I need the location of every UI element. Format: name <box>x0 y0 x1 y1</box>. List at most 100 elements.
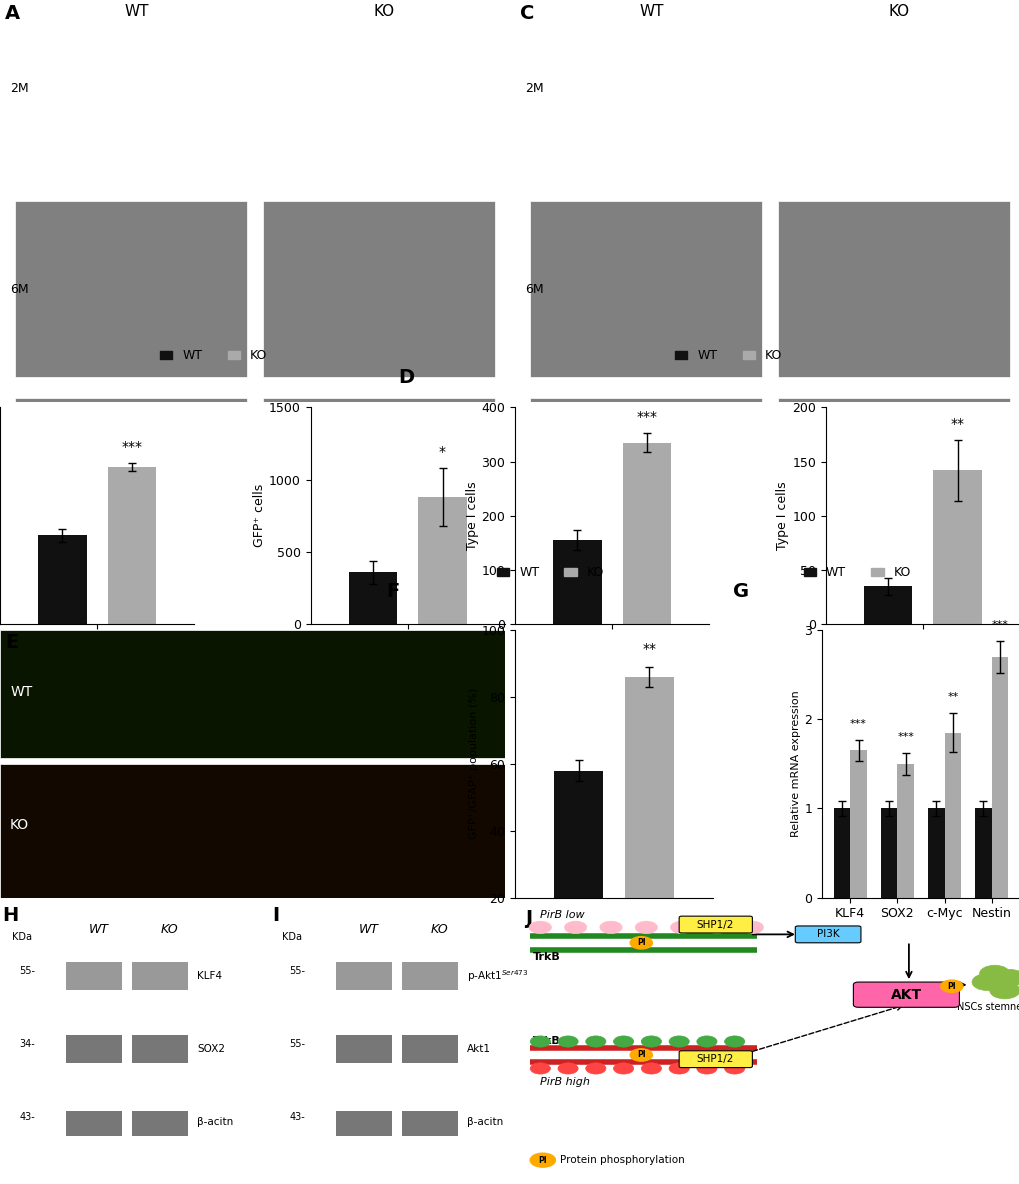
Circle shape <box>557 1063 578 1074</box>
Circle shape <box>585 1036 605 1047</box>
Text: SOX2: SOX2 <box>197 1044 225 1055</box>
Bar <box>38 535 87 624</box>
Text: 6M: 6M <box>525 283 543 296</box>
Text: **: ** <box>947 693 958 702</box>
Circle shape <box>630 1049 652 1061</box>
Circle shape <box>564 921 586 933</box>
Legend: WT, KO: WT, KO <box>155 345 272 367</box>
Text: **: ** <box>642 642 656 656</box>
Bar <box>850 751 866 897</box>
Bar <box>401 1111 458 1137</box>
Legend: WT, KO: WT, KO <box>491 561 608 584</box>
Text: WT: WT <box>124 4 149 19</box>
Bar <box>65 963 122 991</box>
Text: G: G <box>733 581 748 600</box>
Circle shape <box>668 1036 689 1047</box>
Text: p-Akt1$^{Ser473}$: p-Akt1$^{Ser473}$ <box>467 969 529 984</box>
Circle shape <box>994 970 1019 986</box>
Text: 55-: 55- <box>289 1038 305 1049</box>
Legend: WT, KO: WT, KO <box>798 561 915 584</box>
Text: TrkB: TrkB <box>532 952 559 961</box>
Circle shape <box>971 973 1002 991</box>
Text: D: D <box>398 368 415 387</box>
Circle shape <box>741 921 763 933</box>
Bar <box>553 771 603 965</box>
Text: WT: WT <box>89 924 109 937</box>
Bar <box>107 466 156 624</box>
Y-axis label: Type I cells: Type I cells <box>466 482 478 551</box>
Text: WT: WT <box>10 684 33 699</box>
Text: ***: *** <box>990 620 1008 630</box>
Text: I: I <box>272 906 279 926</box>
Text: ***: *** <box>636 410 656 424</box>
Circle shape <box>612 1036 633 1047</box>
Circle shape <box>668 1063 689 1074</box>
Text: 43-: 43- <box>289 1112 305 1121</box>
Bar <box>65 1111 122 1137</box>
Text: KLF4: KLF4 <box>197 971 222 982</box>
Text: KDa: KDa <box>281 932 302 941</box>
Bar <box>335 1111 392 1137</box>
Text: WT: WT <box>359 924 378 937</box>
Text: **: ** <box>950 417 964 431</box>
Circle shape <box>978 965 1009 982</box>
Circle shape <box>723 1063 744 1074</box>
Text: 2M: 2M <box>10 82 29 95</box>
Circle shape <box>599 921 622 933</box>
Text: J: J <box>525 909 532 928</box>
FancyBboxPatch shape <box>795 926 860 942</box>
Text: SHP1/2: SHP1/2 <box>696 1054 734 1064</box>
Text: β-acitn: β-acitn <box>467 1118 503 1127</box>
FancyBboxPatch shape <box>679 916 752 933</box>
Bar <box>880 809 897 897</box>
Text: KO: KO <box>10 818 30 832</box>
Text: AKT: AKT <box>890 987 921 1002</box>
Text: ***: *** <box>121 440 142 453</box>
Bar <box>131 1035 187 1063</box>
Text: ***: *** <box>897 733 913 742</box>
Bar <box>15 398 248 574</box>
Circle shape <box>696 1063 716 1074</box>
Text: PirB low: PirB low <box>540 909 584 920</box>
Circle shape <box>988 982 1019 999</box>
Bar <box>863 586 912 624</box>
Text: KO: KO <box>373 4 394 19</box>
Bar <box>131 1111 187 1137</box>
Text: SHP1/2: SHP1/2 <box>696 920 734 929</box>
Bar <box>65 1035 122 1063</box>
Text: 2M: 2M <box>525 82 543 95</box>
Circle shape <box>641 1036 661 1047</box>
Bar <box>944 733 960 897</box>
Y-axis label: Relative mRNA expression: Relative mRNA expression <box>791 690 801 837</box>
Text: PI: PI <box>636 1050 645 1060</box>
Circle shape <box>630 937 652 948</box>
Bar <box>776 201 1009 378</box>
Text: 55-: 55- <box>289 966 305 976</box>
Text: Protein phosphorylation: Protein phosphorylation <box>560 1156 685 1165</box>
Bar <box>974 809 990 897</box>
Bar <box>0 630 504 759</box>
FancyBboxPatch shape <box>853 982 959 1008</box>
Bar <box>990 657 1007 897</box>
Text: ***: *** <box>849 719 866 729</box>
Text: PI: PI <box>947 982 955 991</box>
Bar <box>418 497 467 624</box>
Text: *: * <box>438 445 445 459</box>
Bar <box>131 963 187 991</box>
Bar <box>897 764 913 897</box>
Circle shape <box>530 1063 550 1074</box>
Y-axis label: GFP⁺ cells: GFP⁺ cells <box>253 484 266 547</box>
Circle shape <box>530 1153 555 1167</box>
Bar <box>530 201 762 378</box>
Bar <box>624 677 674 965</box>
Circle shape <box>669 921 692 933</box>
Text: Akt1: Akt1 <box>467 1044 491 1055</box>
Text: TrkB: TrkB <box>532 1036 559 1045</box>
Bar <box>927 809 944 897</box>
Circle shape <box>612 1063 633 1074</box>
Text: PI3K: PI3K <box>816 929 839 939</box>
Circle shape <box>585 1063 605 1074</box>
Bar <box>15 201 248 378</box>
Text: WT: WT <box>639 4 663 19</box>
Circle shape <box>696 1036 716 1047</box>
